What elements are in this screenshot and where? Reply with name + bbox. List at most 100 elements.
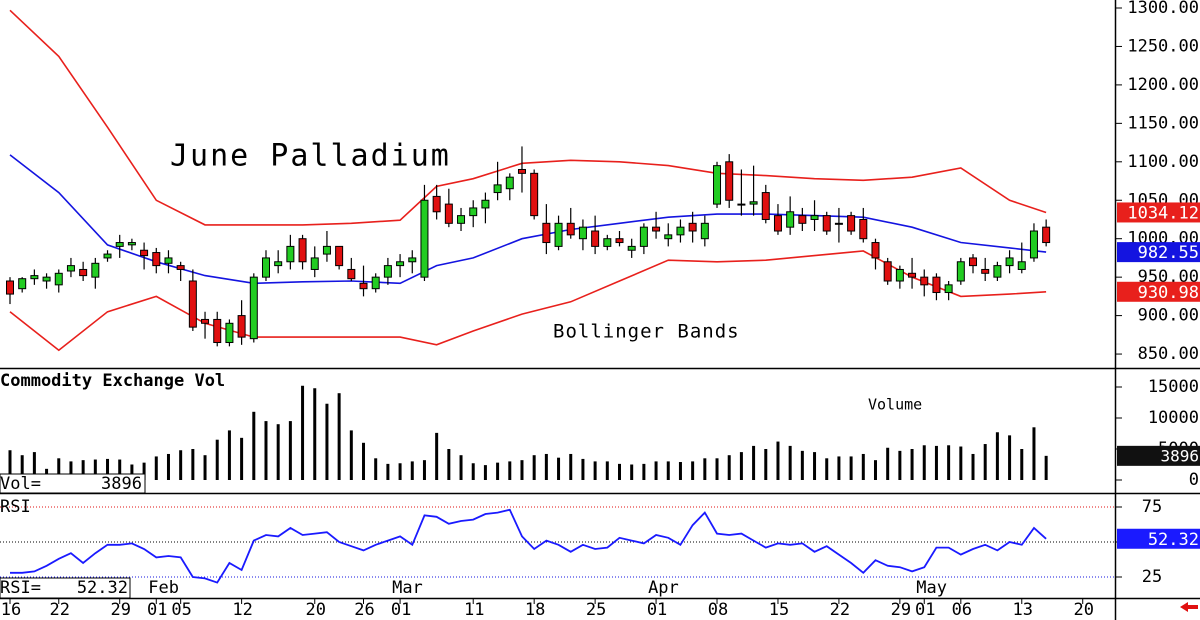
value-readout: 3896 (101, 474, 142, 494)
candle-body (249, 276, 258, 340)
candle-body (176, 265, 185, 270)
panel-title: RSI (0, 497, 31, 517)
volume-bar (130, 464, 134, 480)
last-value-box (1117, 242, 1200, 263)
candle-body (1029, 230, 1038, 259)
candle-body (676, 226, 685, 236)
volume-bar (557, 457, 561, 480)
candle-body (371, 276, 380, 290)
volume-bar (301, 385, 305, 480)
volume-bar (386, 463, 390, 480)
y-tick-label: 1300.00 (1127, 0, 1199, 18)
candle-body (457, 215, 466, 224)
x-tick-label: 20 (306, 600, 326, 620)
candle-body (383, 265, 392, 278)
x-tick-label: 01 (647, 600, 667, 620)
volume-bar (398, 463, 402, 480)
x-tick-label: 06 (952, 600, 972, 620)
candle-body (761, 192, 770, 220)
x-tick-label: 29 (110, 600, 130, 620)
volume-bar (215, 439, 219, 480)
bollinger-band (9, 250, 1047, 352)
candle-body (140, 249, 149, 257)
volume-bar (800, 450, 804, 480)
volume-bar (776, 441, 780, 480)
last-value-label: 52.32 (1148, 530, 1199, 550)
volume-bar (630, 464, 634, 480)
volume-bar (325, 403, 329, 480)
volume-bar (410, 461, 414, 480)
x-tick-label: 20 (1073, 600, 1093, 620)
y-tick-label: 850.00 (1138, 344, 1199, 364)
candle-body (6, 280, 14, 295)
candle-body (639, 226, 648, 247)
x-tick-label: 11 (464, 600, 484, 620)
candle-body (420, 199, 429, 278)
candle-body (810, 215, 819, 220)
scroll-arrow[interactable] (1180, 602, 1198, 612)
volume-bar (32, 452, 36, 480)
volume-bar (106, 458, 110, 480)
candle-body (566, 222, 575, 236)
candle-body (396, 261, 405, 267)
candle-body (91, 262, 100, 278)
y-tick-label: 10000 (1148, 408, 1199, 428)
candle-body (188, 280, 197, 328)
candle-body (786, 211, 795, 228)
candle-body (18, 278, 27, 290)
y-tick-label: 1100.00 (1127, 152, 1199, 172)
candle-body (127, 242, 136, 246)
volume-bar (873, 460, 877, 480)
candle-body (883, 261, 892, 282)
volume-bar (947, 445, 951, 480)
candle-body (981, 268, 990, 274)
x-tick-label: 25 (586, 600, 606, 620)
volume-bar (20, 455, 24, 480)
annotation: Bollinger Bands (553, 321, 740, 343)
candle-body (322, 245, 331, 255)
volume-bar (849, 456, 853, 480)
volume-bar (288, 421, 292, 480)
x-tick-label: 12 (232, 600, 252, 620)
last-value-box (1117, 445, 1200, 466)
x-tick-label: 01 (147, 600, 167, 620)
candle-body (993, 265, 1002, 278)
candle-body (530, 172, 539, 217)
candle-body (213, 318, 222, 344)
y-tick-label: 1250.00 (1127, 36, 1199, 56)
x-tick-label: 01 (391, 600, 411, 620)
y-tick-label: 75 (1142, 497, 1162, 517)
candle-body (505, 176, 514, 190)
y-tick-label: 25 (1142, 567, 1162, 587)
volume-bar (422, 460, 426, 480)
candle-body (408, 257, 417, 263)
volume-bar (544, 453, 548, 480)
volume-bar (1044, 455, 1048, 480)
last-value-label: 1034.12 (1127, 203, 1199, 223)
candle-body (822, 215, 831, 232)
candle-body (834, 222, 843, 225)
volume-bar (118, 459, 122, 480)
candle-body (115, 242, 124, 247)
volume-bar (349, 430, 353, 480)
candle-body (713, 165, 722, 205)
volume-bar (764, 449, 768, 480)
y-tick-label: 1150.00 (1127, 113, 1199, 133)
volume-bar (910, 449, 914, 480)
volume-bar (983, 444, 987, 480)
candle-body (652, 226, 661, 232)
volume-bar (813, 452, 817, 480)
annotation: Volume (868, 396, 922, 414)
volume-bar (922, 445, 926, 480)
candle-body (920, 276, 929, 286)
volume-bar (593, 461, 597, 480)
volume-bar (1032, 427, 1036, 480)
candle-body (908, 272, 917, 278)
volume-bar (374, 458, 378, 480)
candle-body (578, 226, 587, 240)
candle-body (42, 276, 51, 282)
y-tick-label: 0 (1189, 470, 1199, 490)
